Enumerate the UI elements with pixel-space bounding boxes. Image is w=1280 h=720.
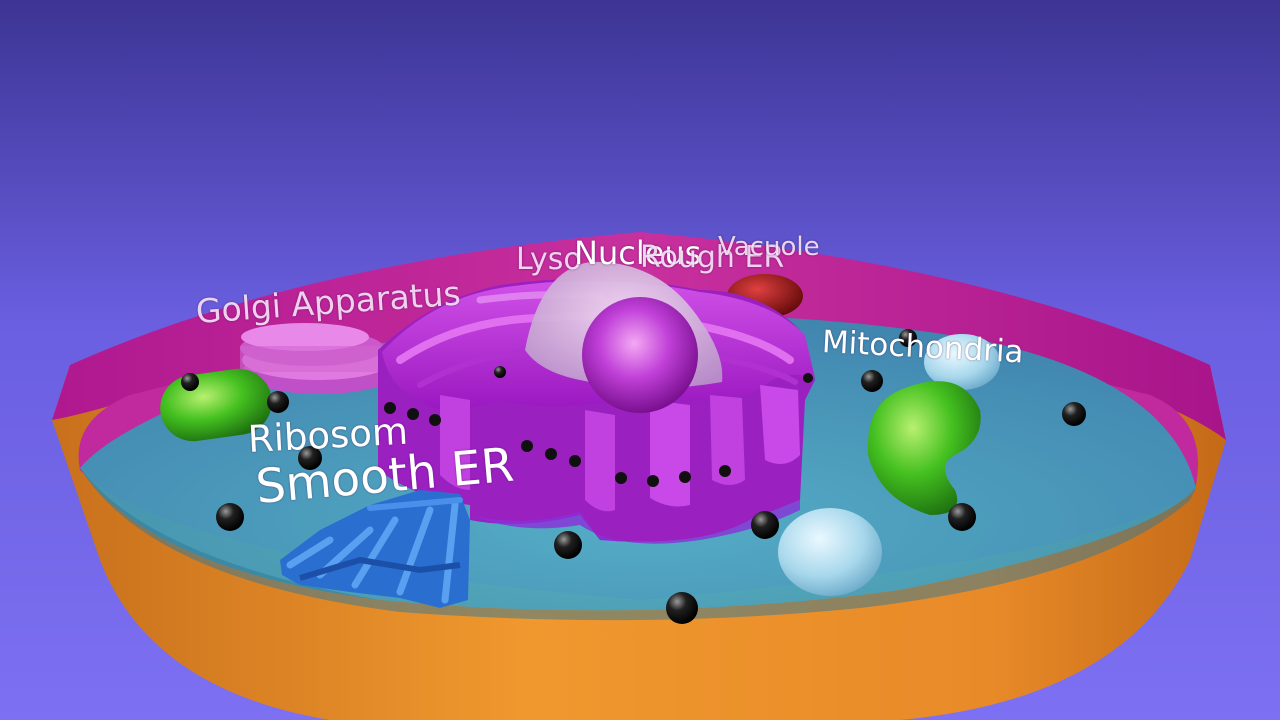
mitochondrion-right: [867, 381, 981, 515]
ribosome: [554, 531, 582, 559]
ribosome: [666, 592, 698, 624]
golgi-apparatus: [240, 323, 400, 394]
label-vacuole: Vacuole: [718, 232, 820, 262]
nucleolus: [582, 297, 698, 413]
ribosome: [751, 511, 779, 539]
ribosomes: [181, 329, 1086, 624]
label-lysosome: Lyso: [516, 242, 582, 277]
smooth-er: [280, 490, 470, 608]
ribosome: [899, 329, 917, 347]
vacuole: [778, 508, 882, 596]
ribosome: [267, 391, 289, 413]
label-rough-er: Rough ER: [640, 240, 785, 275]
ribosome: [948, 503, 976, 531]
ribosome: [494, 366, 506, 378]
ribosome: [216, 503, 244, 531]
label-nucleus: Nucleus: [574, 234, 702, 272]
nucleus: [525, 261, 723, 413]
ribosome: [861, 370, 883, 392]
cell-membrane-rim: [52, 232, 1226, 440]
ribosome: [1062, 402, 1086, 426]
ribosome: [298, 446, 322, 470]
ribosome: [181, 373, 199, 391]
vacuole-small: [924, 334, 1000, 390]
